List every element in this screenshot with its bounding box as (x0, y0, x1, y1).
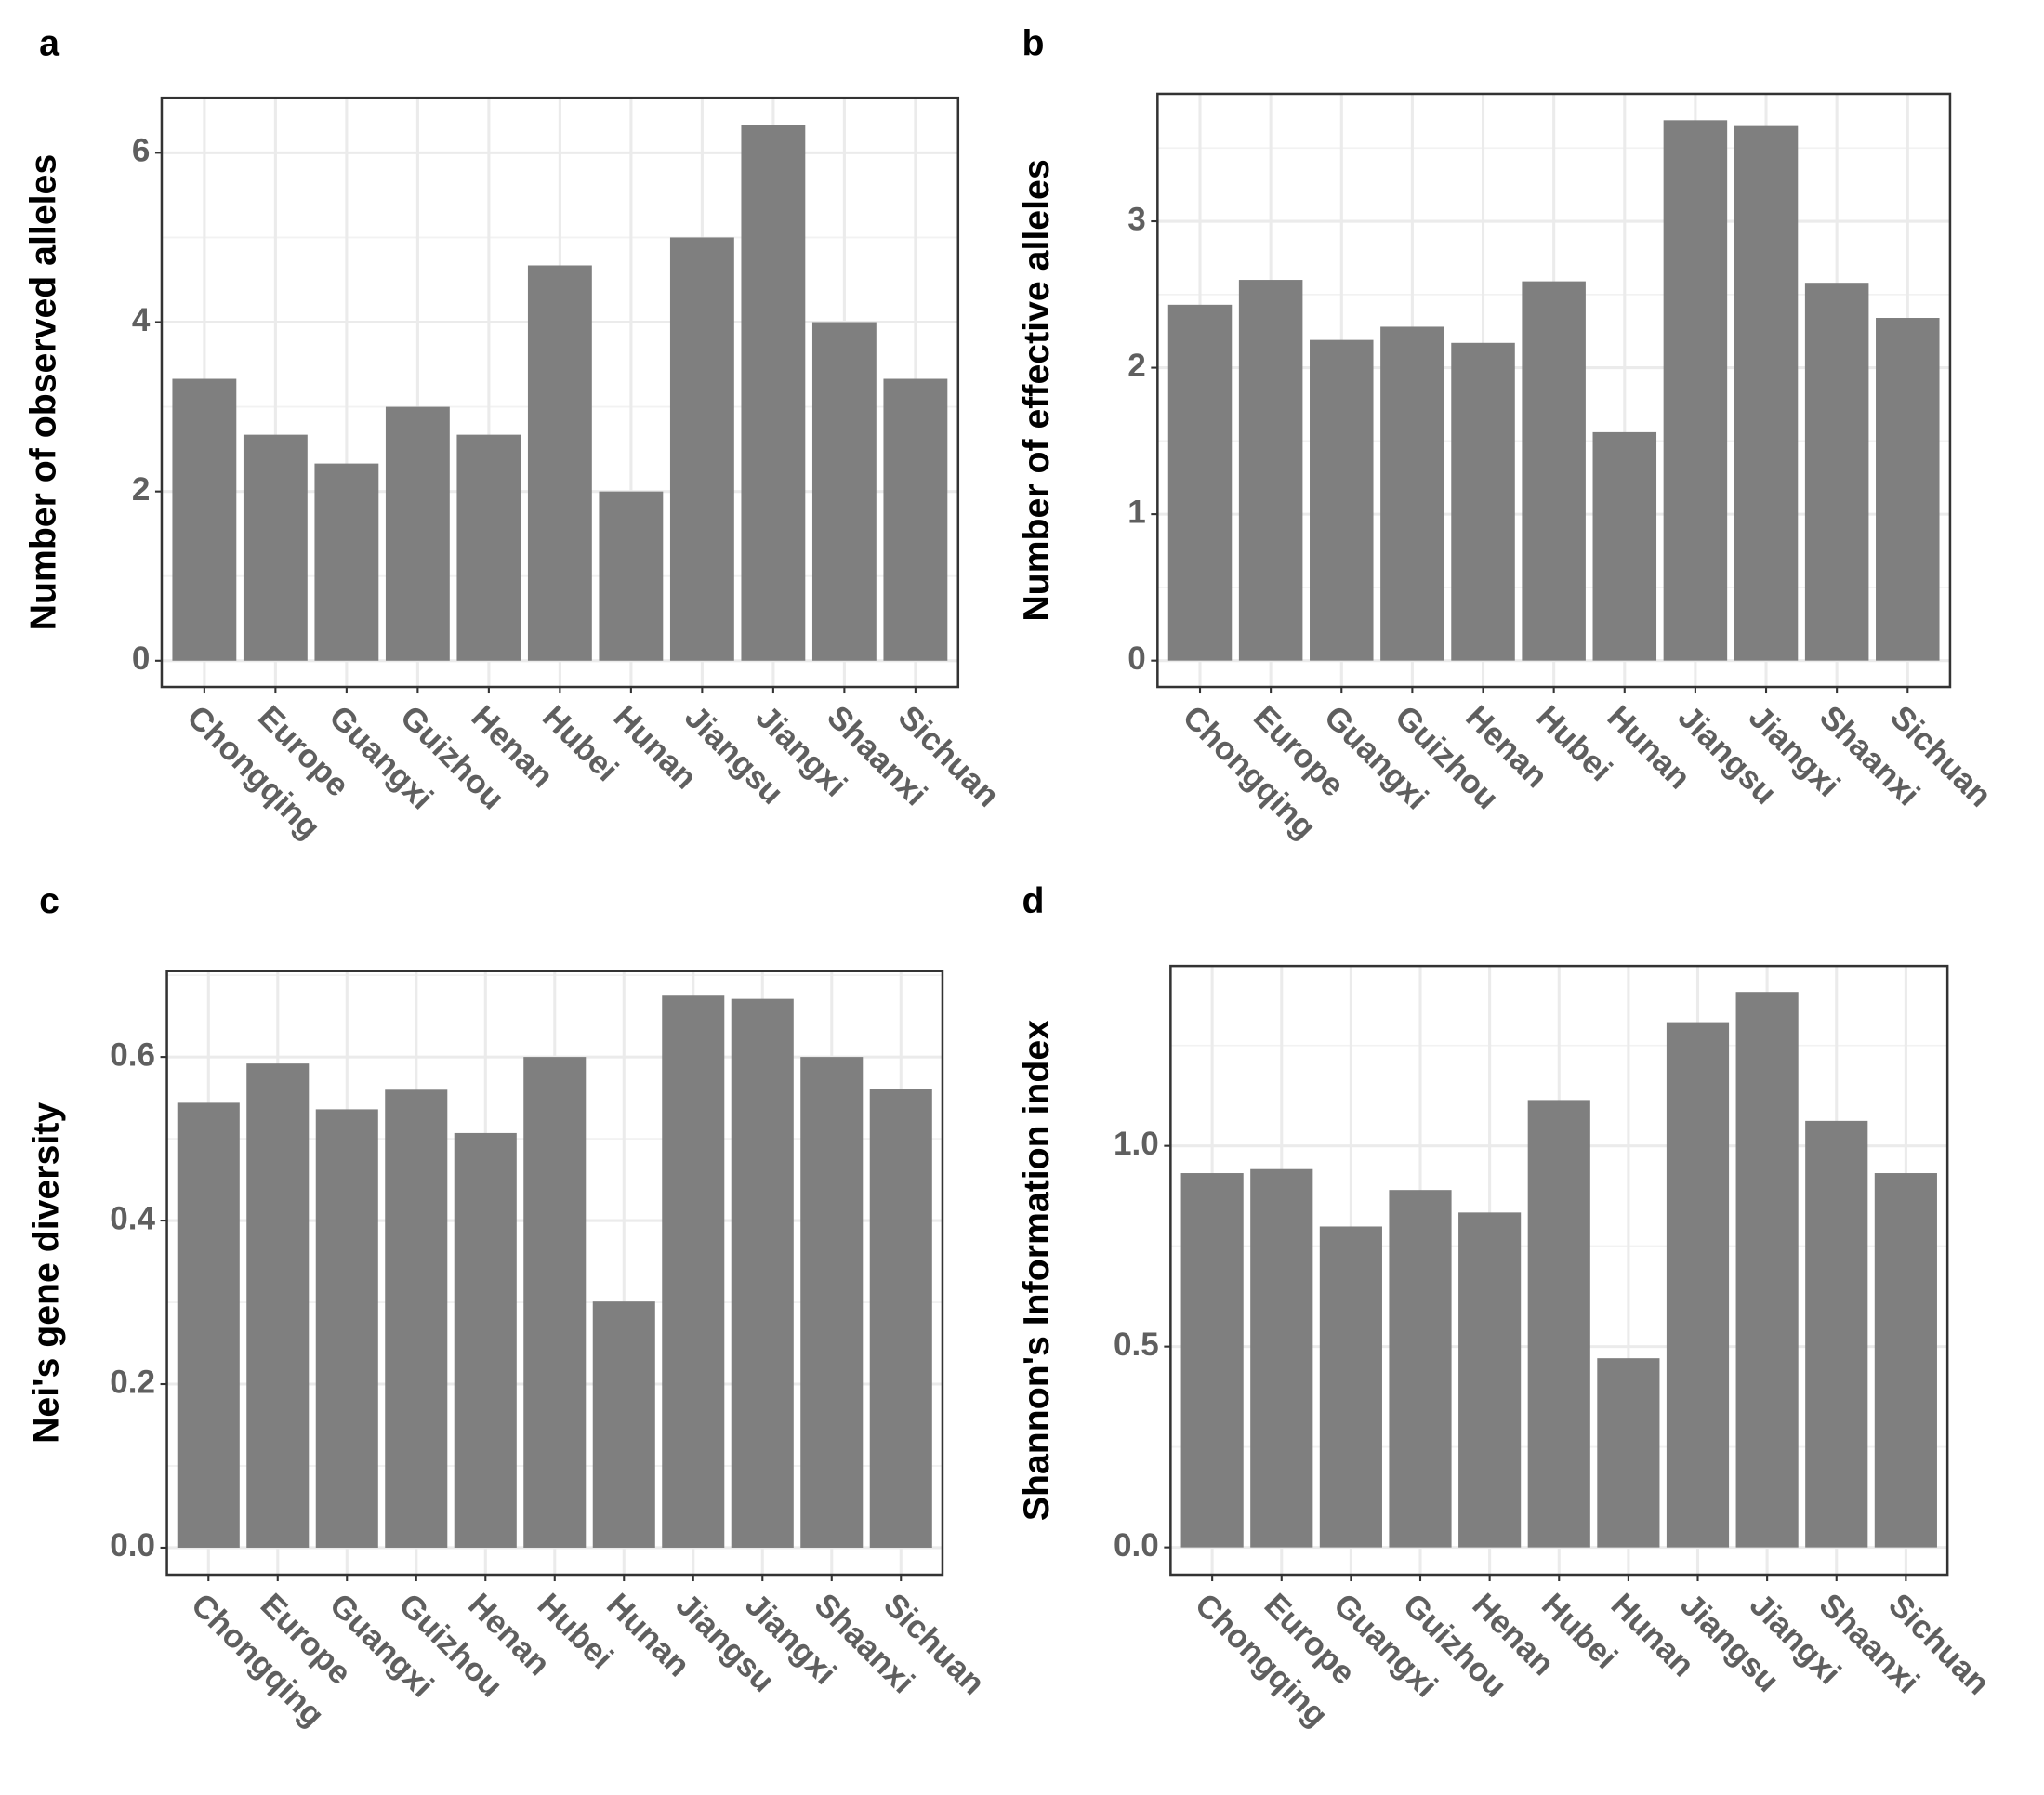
y-tick-label: 0.2 (110, 1364, 155, 1400)
bar (1167, 304, 1233, 661)
y-tick-label: 0.5 (1114, 1326, 1159, 1363)
bar (172, 378, 237, 661)
y-tick-label: 2 (1127, 348, 1146, 384)
panel-label: b (1022, 22, 1045, 63)
bar (385, 406, 450, 661)
bar (315, 1109, 378, 1548)
bar (1250, 1168, 1313, 1548)
y-tick-label: 0 (1127, 640, 1146, 677)
bar (800, 1057, 864, 1548)
bar (527, 265, 592, 661)
bar (1735, 992, 1799, 1548)
y-tick-label: 2 (132, 471, 151, 508)
bar (669, 237, 734, 661)
bar (1238, 280, 1303, 661)
bar (1389, 1190, 1452, 1548)
bar (1310, 339, 1374, 661)
y-axis-title: Nei's gene diversity (25, 1102, 66, 1444)
y-tick-label: 0.0 (110, 1527, 155, 1564)
bar (662, 995, 725, 1548)
y-axis-title: Number of observed alleles (23, 154, 64, 631)
bar (385, 1089, 448, 1548)
panel-label: a (39, 22, 60, 63)
y-axis-title: Number of effective alleles (1016, 159, 1057, 621)
y-tick-label: 3 (1127, 201, 1146, 237)
bar (811, 322, 877, 661)
bar (1527, 1100, 1590, 1548)
panel-label: d (1022, 880, 1045, 921)
bar (1666, 1022, 1730, 1548)
bar (741, 125, 806, 661)
bar (1458, 1212, 1522, 1548)
bar (523, 1057, 587, 1548)
y-axis-title: Shannon's Information index (1016, 1020, 1057, 1521)
bar (243, 434, 308, 661)
bar (599, 491, 664, 661)
bar (246, 1063, 310, 1548)
bar (869, 1089, 932, 1548)
bar (1380, 326, 1444, 661)
bar (1804, 283, 1869, 661)
bar (1319, 1226, 1382, 1548)
bar (177, 1102, 240, 1548)
bar (1805, 1120, 1868, 1548)
bar (1180, 1173, 1244, 1548)
bar (1874, 1173, 1937, 1548)
y-tick-label: 1.0 (1114, 1126, 1159, 1162)
bar (1451, 342, 1515, 661)
bar (456, 434, 521, 661)
bar (454, 1132, 517, 1548)
y-tick-label: 0.6 (110, 1036, 155, 1073)
y-tick-label: 4 (132, 302, 151, 338)
panel-label: c (39, 880, 59, 921)
y-tick-label: 0.4 (110, 1200, 155, 1236)
bar (592, 1301, 655, 1548)
y-tick-label: 0 (132, 640, 151, 677)
bar (1876, 318, 1940, 661)
bar (1734, 125, 1799, 661)
bar (731, 998, 794, 1548)
y-tick-label: 0.0 (1114, 1527, 1159, 1564)
bar (314, 463, 379, 661)
bar (883, 378, 948, 661)
bar (1597, 1358, 1660, 1548)
bar (1522, 281, 1586, 661)
bar (1592, 431, 1657, 661)
y-tick-label: 1 (1127, 494, 1146, 530)
bar (1663, 120, 1728, 661)
y-tick-label: 6 (132, 133, 151, 169)
